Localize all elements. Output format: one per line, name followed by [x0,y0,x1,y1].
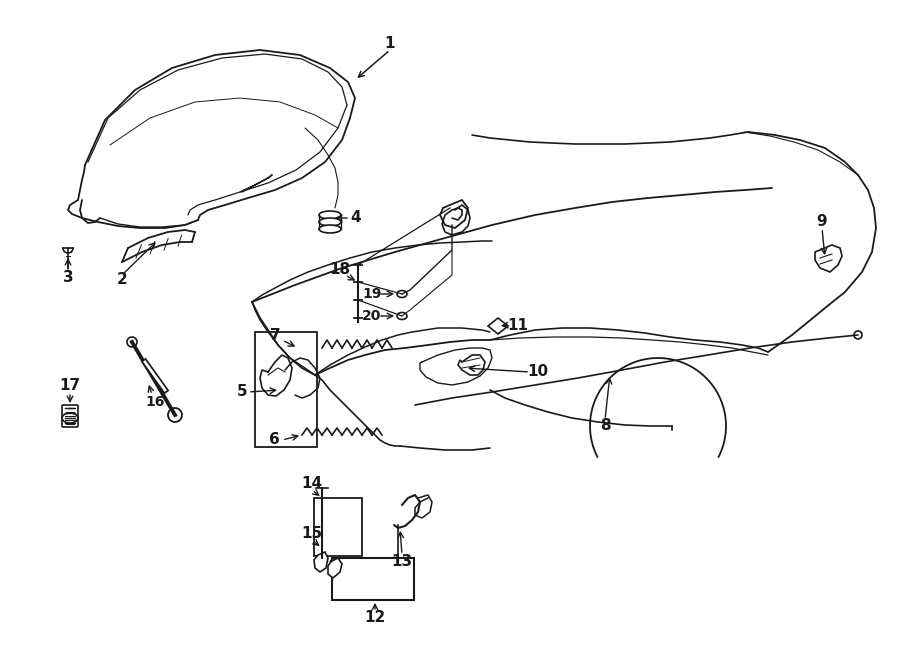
Polygon shape [815,245,842,272]
Text: 3: 3 [63,270,73,286]
Ellipse shape [62,413,78,423]
Text: 6: 6 [268,432,279,447]
Text: 15: 15 [302,527,322,541]
Text: 10: 10 [527,364,549,379]
Polygon shape [440,200,468,228]
Text: 8: 8 [599,418,610,434]
Text: 7: 7 [270,327,280,342]
Circle shape [854,331,862,339]
Ellipse shape [397,313,407,319]
Text: 1: 1 [385,36,395,52]
Bar [332,558,414,600]
Circle shape [127,337,137,347]
Text: 13: 13 [392,555,412,570]
Text: 17: 17 [59,377,81,393]
Text: 9: 9 [816,215,827,229]
Text: 2: 2 [117,272,128,288]
Text: 5: 5 [237,385,248,399]
Circle shape [168,408,182,422]
Polygon shape [488,318,508,334]
Ellipse shape [319,225,341,233]
Text: 18: 18 [329,262,351,278]
Bar [314,498,362,556]
Bar [255,332,317,447]
Text: 4: 4 [351,210,361,225]
Text: 11: 11 [508,317,528,332]
Text: 12: 12 [364,611,385,625]
Text: 14: 14 [302,477,322,492]
Ellipse shape [397,290,407,297]
Polygon shape [458,355,485,375]
Text: 20: 20 [363,309,382,323]
Ellipse shape [319,218,341,226]
Ellipse shape [319,211,341,219]
Text: 16: 16 [145,395,165,409]
Polygon shape [314,552,328,572]
Text: 19: 19 [363,287,382,301]
Polygon shape [328,558,342,578]
